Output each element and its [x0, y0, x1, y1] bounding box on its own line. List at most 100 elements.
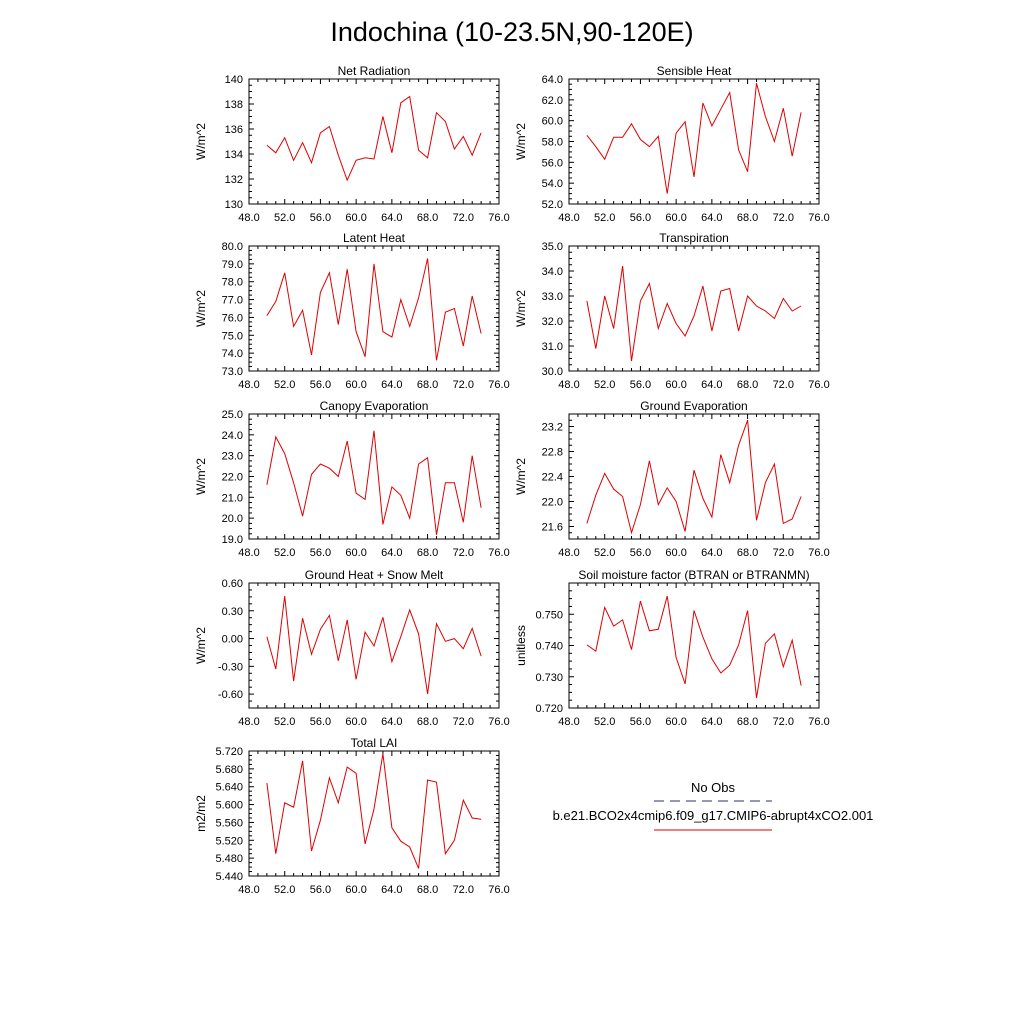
panel-7: Ground Heat + Snow Melt 48.0 52.0 56.0 60.0 6… [194, 568, 510, 728]
x-tick-label: 48.0 [558, 212, 579, 224]
y-tick-label: 77.0 [222, 295, 243, 307]
x-tick-label: 76.0 [808, 379, 829, 391]
y-tick-label: 21.6 [542, 522, 563, 534]
y-tick-label: 22.8 [542, 447, 563, 459]
y-tick-label: 0.720 [535, 703, 563, 715]
y-axis-label: W/m^2 [194, 458, 208, 495]
x-tick-label: 68.0 [737, 716, 758, 728]
legend-label-model: b.e21.BCO2x4cmip6.f09_g17.CMIP6-abrupt4x… [553, 808, 874, 823]
x-tick-label: 64.0 [701, 212, 722, 224]
y-tick-label: 56.0 [542, 157, 563, 169]
legend-label-no-obs: No Obs [691, 780, 736, 795]
x-tick-label: 60.0 [345, 212, 366, 224]
figure-title: Indochina (10-23.5N,90-120E) [330, 17, 693, 47]
y-tick-label: 21.0 [222, 492, 243, 504]
y-tick-label: 52.0 [542, 199, 563, 211]
panel-title: Transpiration [659, 231, 729, 245]
x-tick-label: 68.0 [417, 547, 438, 559]
panel-title: Latent Heat [343, 231, 406, 245]
x-tick-label: 76.0 [488, 212, 509, 224]
panel-1: Net Radiation 48.0 52.0 56.0 60.0 64.0 68.0 72.… [194, 64, 510, 224]
series-line-1 [586, 420, 802, 535]
x-tick-label: 56.0 [630, 212, 651, 224]
y-tick-label: 75.0 [222, 330, 243, 342]
y-tick-label: 62.0 [542, 95, 563, 107]
y-tick-label: 5.640 [215, 782, 243, 794]
x-tick-label: 52.0 [274, 379, 295, 391]
x-tick-label: 48.0 [558, 547, 579, 559]
y-tick-label: 0.30 [222, 606, 243, 618]
x-tick-label: 68.0 [417, 716, 438, 728]
y-tick-label: 0.730 [535, 672, 563, 684]
panel-title: Total LAI [351, 736, 398, 750]
y-tick-label: 5.560 [215, 817, 243, 829]
y-tick-label: 79.0 [222, 259, 243, 271]
y-tick-label: 60.0 [542, 116, 563, 128]
y-tick-label: 0.60 [222, 578, 243, 590]
panel-8: Soil moisture factor (BTRAN or BTRANMN) 4… [514, 568, 830, 728]
y-axis-label: W/m^2 [194, 627, 208, 664]
y-tick-label: 34.0 [542, 266, 563, 278]
y-tick-label: 138 [225, 99, 243, 111]
y-tick-label: 5.680 [215, 764, 243, 776]
y-tick-label: 80.0 [222, 241, 243, 253]
panel-title: Sensible Heat [657, 64, 732, 78]
y-tick-label: 5.440 [215, 871, 243, 883]
x-tick-label: 52.0 [274, 716, 295, 728]
x-tick-label: 76.0 [488, 716, 509, 728]
x-tick-label: 52.0 [594, 379, 615, 391]
y-tick-label: 32.0 [542, 316, 563, 328]
x-tick-label: 64.0 [381, 379, 402, 391]
x-tick-label: 60.0 [665, 212, 686, 224]
x-tick-label: 64.0 [381, 716, 402, 728]
x-tick-label: 72.0 [773, 212, 794, 224]
y-tick-label: 5.720 [215, 746, 243, 758]
x-tick-label: 64.0 [701, 547, 722, 559]
y-tick-label: 78.0 [222, 277, 243, 289]
plot-frame [248, 750, 500, 877]
y-tick-label: 31.0 [542, 341, 563, 353]
panel-title: Net Radiation [338, 64, 411, 78]
y-tick-label: 0.750 [535, 609, 563, 621]
y-axis-label: m2/m2 [194, 795, 208, 832]
y-axis-label: unitless [514, 625, 528, 666]
x-tick-label: 48.0 [238, 884, 259, 896]
y-tick-label: 20.0 [222, 513, 243, 525]
x-tick-label: 48.0 [238, 212, 259, 224]
x-tick-label: 52.0 [594, 547, 615, 559]
x-tick-label: 60.0 [665, 547, 686, 559]
y-tick-label: 22.0 [222, 472, 243, 484]
y-axis-label: W/m^2 [194, 290, 208, 327]
x-tick-label: 72.0 [773, 547, 794, 559]
panel-title: Ground Evaporation [640, 399, 747, 413]
panel-9: Total LAI 48.0 52.0 56.0 60.0 64.0 68.0 72.0 76.… [194, 736, 510, 896]
x-tick-label: 48.0 [238, 547, 259, 559]
y-tick-label: 35.0 [542, 241, 563, 253]
x-tick-label: 56.0 [310, 716, 331, 728]
x-tick-label: 56.0 [310, 379, 331, 391]
x-tick-label: 68.0 [737, 547, 758, 559]
x-tick-label: 60.0 [345, 379, 366, 391]
y-tick-label: 140 [225, 74, 243, 86]
x-tick-label: 76.0 [808, 547, 829, 559]
x-tick-label: 60.0 [665, 716, 686, 728]
y-tick-label: 22.0 [542, 497, 563, 509]
x-tick-label: 68.0 [737, 379, 758, 391]
plot-frame [568, 582, 820, 709]
x-tick-label: 64.0 [381, 884, 402, 896]
y-tick-label: 24.0 [222, 430, 243, 442]
x-tick-label: 56.0 [630, 716, 651, 728]
y-tick-label: 132 [225, 174, 243, 186]
x-tick-label: 72.0 [453, 716, 474, 728]
y-axis-label: W/m^2 [514, 290, 528, 327]
x-tick-label: 72.0 [773, 716, 794, 728]
plot-frame [568, 78, 820, 205]
y-tick-label: 130 [225, 199, 243, 211]
x-tick-label: 76.0 [488, 547, 509, 559]
y-tick-label: 64.0 [542, 74, 563, 86]
x-tick-label: 56.0 [310, 212, 331, 224]
x-tick-label: 48.0 [238, 716, 259, 728]
y-tick-label: 25.0 [222, 409, 243, 421]
